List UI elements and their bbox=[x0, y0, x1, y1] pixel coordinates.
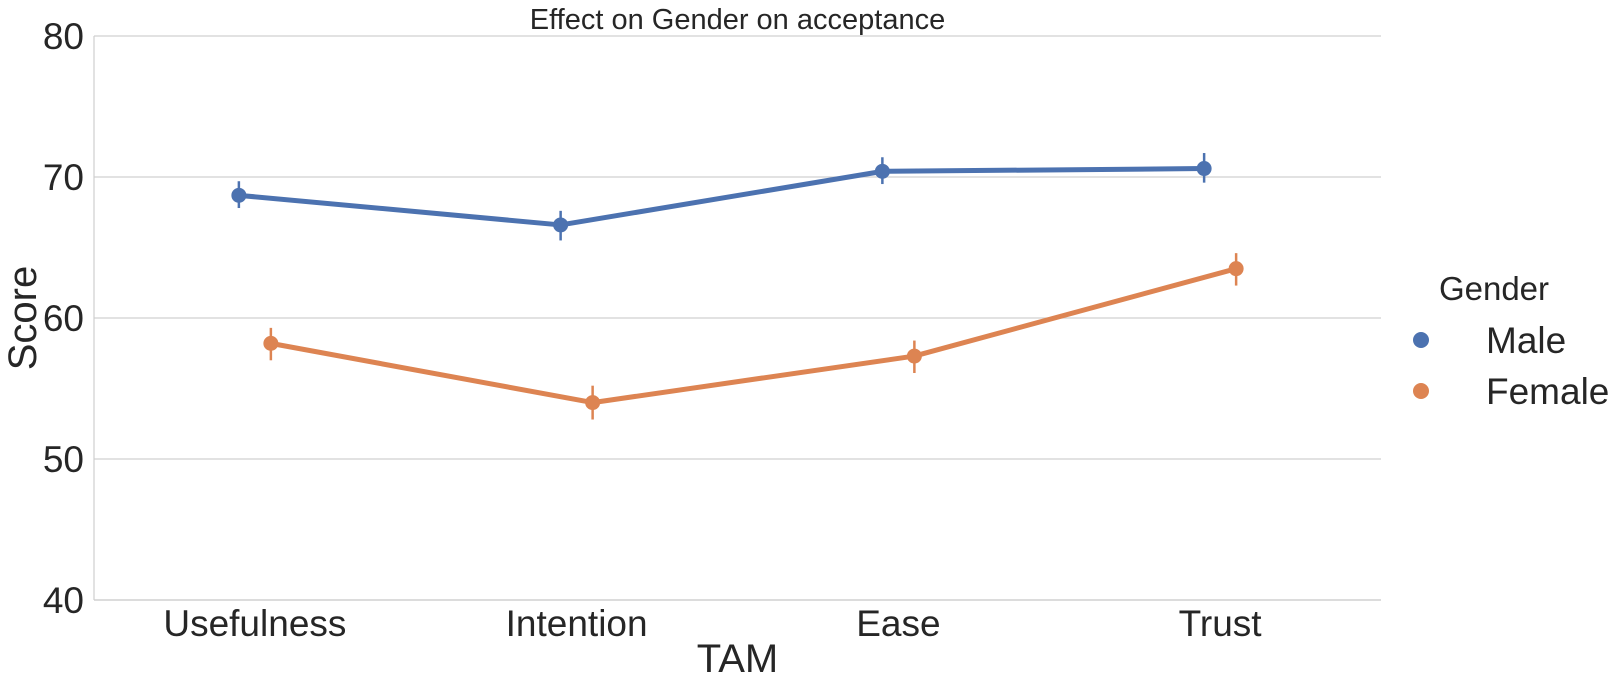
legend-title: Gender bbox=[1439, 270, 1549, 307]
grid-lines bbox=[94, 35, 1381, 601]
series-line bbox=[236, 166, 1207, 228]
y-tick-label: 50 bbox=[43, 439, 84, 480]
series-male bbox=[231, 153, 1212, 241]
data-point bbox=[1196, 161, 1212, 177]
chart-title: Effect on Gender on acceptance bbox=[530, 4, 945, 36]
x-axis-title: TAM bbox=[697, 637, 778, 679]
legend: Gender Male Female bbox=[1413, 270, 1609, 412]
x-tick-label: Trust bbox=[1179, 603, 1263, 644]
legend-label: Male bbox=[1486, 320, 1566, 361]
data-point bbox=[263, 335, 279, 351]
legend-items: Male Female bbox=[1413, 320, 1609, 412]
legend-label: Female bbox=[1486, 371, 1609, 412]
data-point bbox=[906, 348, 922, 364]
legend-marker bbox=[1413, 383, 1429, 399]
data-point bbox=[553, 217, 569, 233]
y-tick-label: 60 bbox=[43, 298, 84, 339]
y-tick-labels: 40 50 60 70 80 bbox=[43, 16, 84, 621]
x-tick-label: Intention bbox=[506, 603, 648, 644]
series-layer bbox=[231, 153, 1244, 420]
x-tick-labels: Usefulness Intention Ease Trust bbox=[163, 603, 1262, 644]
series-line bbox=[268, 266, 1239, 406]
data-point bbox=[231, 187, 247, 203]
x-tick-label: Usefulness bbox=[163, 603, 346, 644]
y-tick-label: 80 bbox=[43, 16, 84, 57]
y-axis-title: Score bbox=[1, 266, 45, 371]
y-tick-label: 40 bbox=[43, 580, 84, 621]
data-point bbox=[874, 163, 890, 179]
y-tick-label: 70 bbox=[43, 157, 84, 198]
series-female bbox=[263, 253, 1244, 420]
x-tick-label: Ease bbox=[856, 603, 940, 644]
data-point bbox=[585, 395, 601, 411]
legend-marker bbox=[1413, 332, 1429, 348]
data-point bbox=[1228, 261, 1244, 277]
